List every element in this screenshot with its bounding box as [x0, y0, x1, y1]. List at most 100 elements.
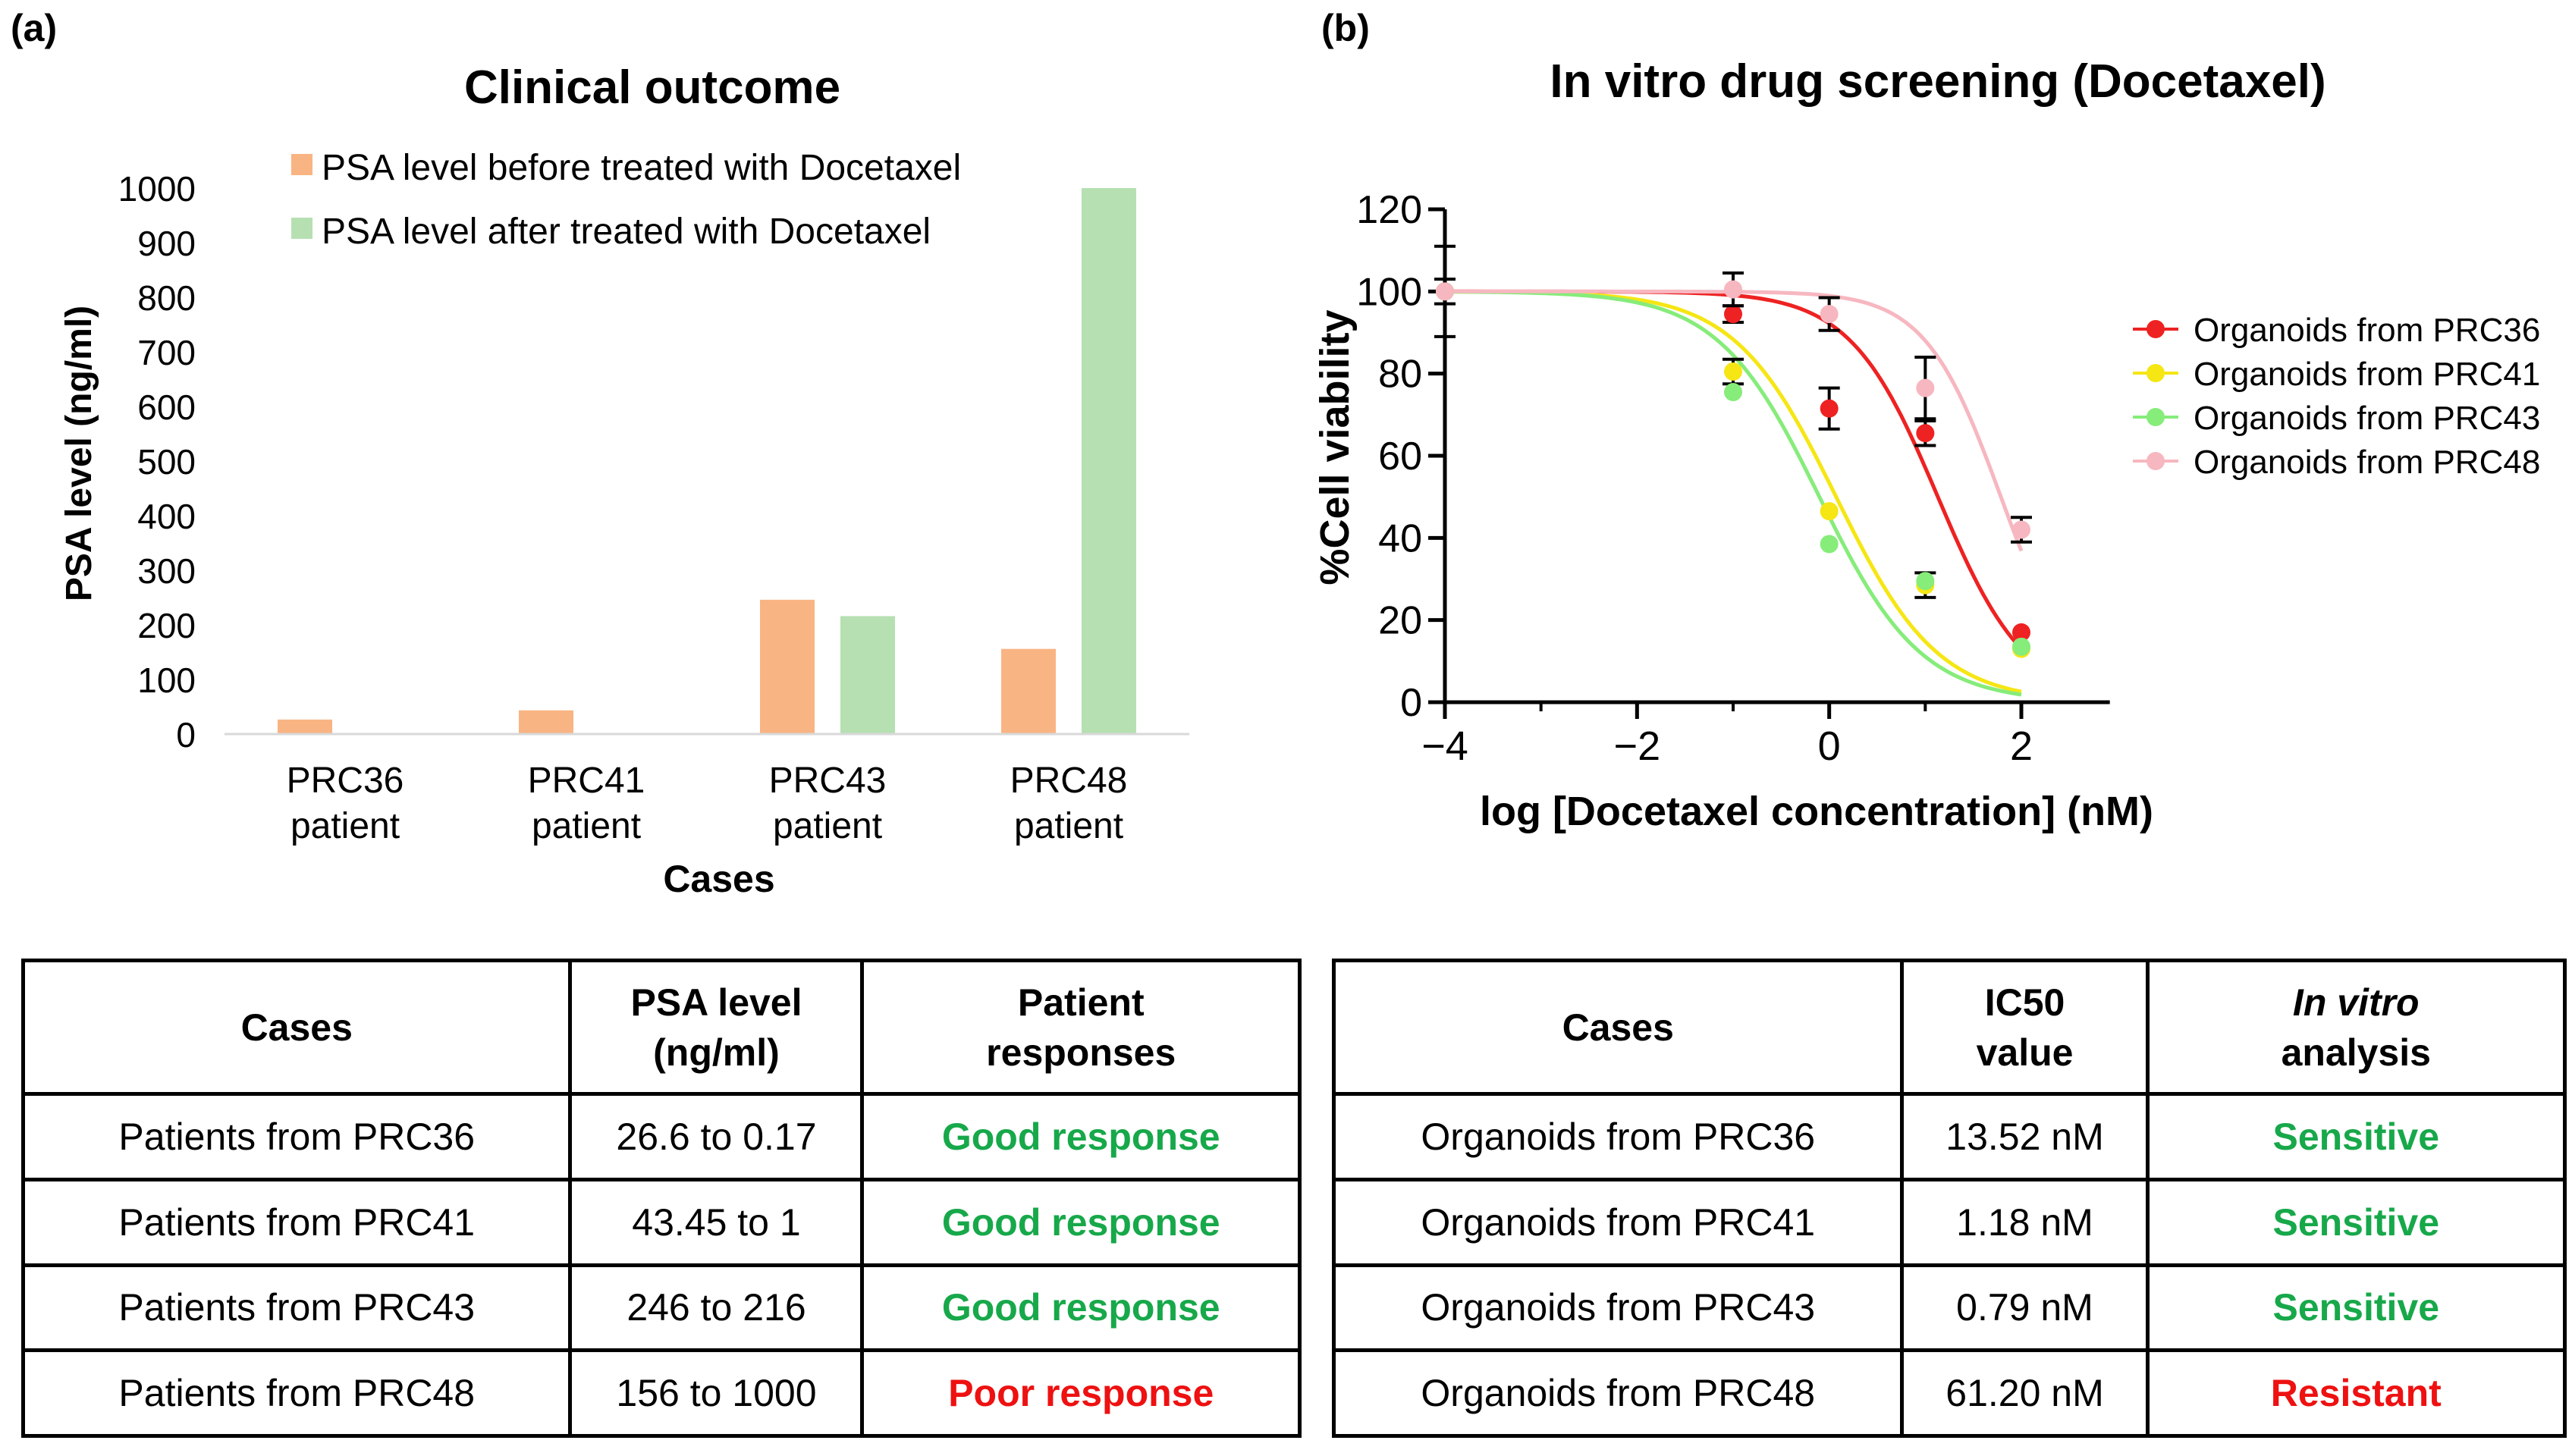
data-point [1436, 282, 1454, 301]
psa-cell: 43.45 to 1 [568, 1177, 865, 1267]
response-cell: Good response [860, 1177, 1302, 1267]
data-point [1724, 383, 1742, 402]
y-tick-label: 100 [1356, 270, 1422, 314]
table-row: Patients from PRC36 26.6 to 0.17 Good re… [20, 1092, 1302, 1181]
legend-label: Organoids from PRC43 [2194, 400, 2540, 437]
case-cell: Patients from PRC48 [20, 1348, 573, 1438]
table-row: Organoids from PRC43 0.79 nM Sensitive [1331, 1263, 2567, 1353]
panel-b-label: (b) [1321, 7, 1370, 49]
analysis-cell: Sensitive [2145, 1092, 2567, 1181]
case-cell: Organoids from PRC48 [1331, 1348, 1905, 1438]
case-cell: Patients from PRC36 [20, 1092, 573, 1181]
bar-prc43-after [840, 616, 895, 734]
analysis-cell: Resistant [2145, 1348, 2567, 1438]
panel-a-title: Clinical outcome [463, 61, 841, 114]
bar-chart-clinical-outcome: PSA level (ng/ml) Cases 0 100 200 300 400 500… [59, 148, 1189, 900]
x-axis-label: Cases [663, 858, 774, 900]
y-tick-label: 0 [176, 715, 196, 755]
data-point [1820, 305, 1839, 324]
bar-prc36-before [278, 719, 332, 734]
y-axis-label-b: %Cell viability [1312, 309, 1358, 585]
analysis-cell: Sensitive [2145, 1263, 2567, 1353]
y-tick-label: 80 [1378, 353, 1422, 397]
data-point [1916, 424, 1935, 443]
data-point [1724, 362, 1742, 381]
response-cell: Good response [860, 1263, 1302, 1353]
in-vitro-analysis-table: Cases IC50 value In vitro analysis Organ… [1331, 959, 2567, 1438]
x-tick-label: patient [290, 806, 400, 846]
fit-curve [1445, 289, 2023, 651]
psa-cell: 246 to 216 [568, 1263, 865, 1353]
legend-label: PSA level after treated with Docetaxel [322, 212, 931, 252]
y-tick-label: 900 [137, 224, 196, 263]
bar-prc43-before [760, 599, 815, 734]
x-tick-label: patient [773, 806, 882, 846]
legend-label: Organoids from PRC48 [2194, 444, 2540, 481]
x-tick-label: −2 [1614, 723, 1661, 769]
legend-marker [2146, 364, 2165, 382]
legend-marker [2146, 408, 2165, 426]
x-tick-label: PRC43 [769, 761, 887, 801]
ic50-cell: 61.20 nM [1900, 1348, 2150, 1438]
data-point [2012, 637, 2030, 656]
ic50-cell: 13.52 nM [1900, 1092, 2150, 1181]
y-tick-label: 300 [137, 551, 196, 591]
patient-response-table: Cases PSA level (ng/ml) Patient response… [20, 959, 1302, 1438]
legend-label: Organoids from PRC41 [2194, 356, 2540, 393]
case-cell: Patients from PRC43 [20, 1263, 573, 1353]
header-cases: Cases [1331, 959, 1905, 1096]
y-tick-label: 800 [137, 278, 196, 318]
table-row: Organoids from PRC41 1.18 nM Sensitive [1331, 1177, 2567, 1267]
y-tick-label: 60 [1378, 435, 1422, 479]
table-row: Patients from PRC41 43.45 to 1 Good resp… [20, 1177, 1302, 1267]
case-cell: Organoids from PRC41 [1331, 1177, 1905, 1267]
data-point [1724, 305, 1742, 324]
x-tick-label: PRC36 [287, 761, 404, 801]
x-tick-label: −4 [1421, 723, 1468, 769]
dose-response-chart: %Cell viability log [Docetaxel concentra… [1312, 188, 2540, 834]
y-tick-label: 200 [137, 606, 196, 645]
y-tick-label: 400 [137, 497, 196, 536]
header-in-vitro: In vitro [2292, 981, 2420, 1024]
case-cell: Organoids from PRC43 [1331, 1263, 1905, 1353]
y-axis-label: PSA level (ng/ml) [59, 306, 99, 601]
legend-marker [2146, 452, 2165, 470]
legend-marker [2146, 320, 2165, 338]
bar-prc41-before [519, 710, 573, 734]
y-tick-label: 700 [137, 333, 196, 372]
header-in-vitro-analysis: In vitro analysis [2145, 959, 2567, 1096]
data-point [1820, 502, 1839, 521]
y-tick-label: 100 [137, 661, 196, 700]
data-point [1916, 378, 1935, 397]
header-psa-level: PSA level (ng/ml) [568, 959, 865, 1096]
case-cell: Patients from PRC41 [20, 1177, 573, 1267]
y-tick-label: 20 [1378, 599, 1422, 643]
psa-cell: 26.6 to 0.17 [568, 1092, 865, 1181]
table-row: Patients from PRC48 156 to 1000 Poor res… [20, 1348, 1302, 1438]
bar-prc48-after [1082, 188, 1136, 734]
response-cell: Good response [860, 1092, 1302, 1181]
y-tick-label: 0 [1400, 681, 1422, 725]
psa-cell: 156 to 1000 [568, 1348, 865, 1438]
x-tick-label: 2 [2010, 723, 2033, 769]
y-tick-label: 40 [1378, 516, 1422, 560]
x-tick-label: patient [1014, 806, 1123, 846]
analysis-cell: Sensitive [2145, 1177, 2567, 1267]
legend-swatch [291, 218, 312, 239]
header-cases: Cases [20, 959, 573, 1096]
response-cell: Poor response [860, 1348, 1302, 1438]
data-point [1820, 535, 1839, 554]
panel-a-label: (a) [11, 7, 58, 49]
table-row: Patients from PRC43 246 to 216 Good resp… [20, 1263, 1302, 1353]
header-analysis: analysis [2281, 1031, 2431, 1074]
table-row: Organoids from PRC36 13.52 nM Sensitive [1331, 1092, 2567, 1181]
x-tick-label: PRC41 [528, 761, 645, 801]
ic50-cell: 0.79 nM [1900, 1263, 2150, 1353]
data-point [2012, 623, 2030, 642]
table-row: Organoids from PRC48 61.20 nM Resistant [1331, 1348, 2567, 1438]
x-tick-label: PRC48 [1010, 761, 1128, 801]
x-tick-label: patient [532, 806, 641, 846]
header-ic50: IC50 value [1900, 959, 2150, 1096]
data-point [1724, 280, 1742, 299]
data-point [2012, 520, 2030, 539]
